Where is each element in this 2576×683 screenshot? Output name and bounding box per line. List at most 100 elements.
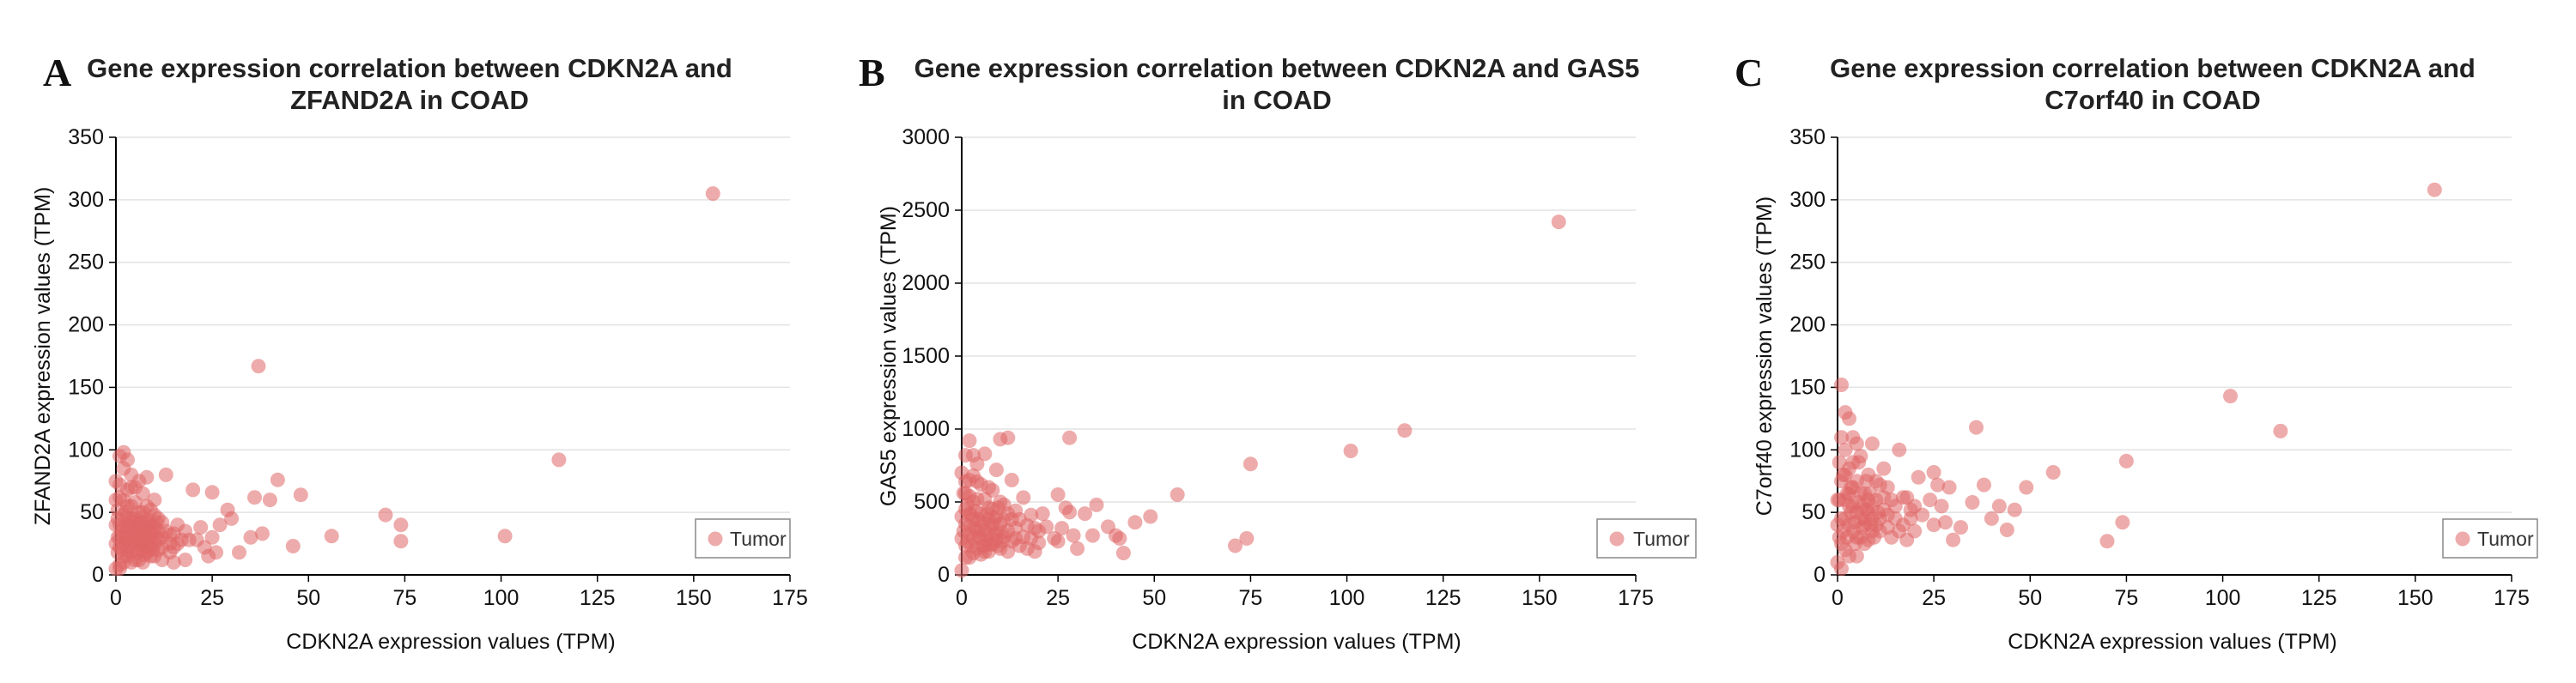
data-point <box>1050 487 1066 502</box>
data-point <box>251 359 266 374</box>
data-point <box>247 490 262 505</box>
x-tick-label: 75 <box>2115 586 2139 610</box>
data-point <box>193 520 209 535</box>
data-point <box>1923 493 1938 508</box>
data-point <box>988 462 1004 478</box>
data-point <box>551 452 567 468</box>
data-point <box>1834 536 1849 552</box>
data-point <box>1934 499 1949 514</box>
data-point <box>2273 423 2288 438</box>
data-point <box>977 492 993 507</box>
data-point <box>1895 490 1911 505</box>
x-tick-label: 75 <box>1239 586 1263 610</box>
y-tick-label: 500 <box>914 490 950 514</box>
data-point <box>393 517 409 533</box>
x-tick-label: 100 <box>1329 586 1365 610</box>
panel-letter: C <box>1735 51 1763 94</box>
y-tick-label: 250 <box>68 251 104 275</box>
data-point <box>149 529 164 545</box>
panel-letter: A <box>43 51 71 94</box>
data-point <box>2019 480 2034 495</box>
data-point <box>178 553 193 567</box>
data-point <box>1832 493 1847 508</box>
data-point <box>1078 506 1092 522</box>
data-point <box>1027 521 1042 536</box>
legend-marker <box>708 531 723 547</box>
data-point <box>127 480 143 495</box>
data-point <box>1876 461 1892 476</box>
y-tick-label: 1000 <box>902 417 950 441</box>
data-point <box>1024 507 1039 523</box>
data-point <box>1838 405 1853 420</box>
data-point <box>1004 473 1019 487</box>
legend: Tumor <box>1596 518 1697 559</box>
data-point <box>212 517 228 533</box>
x-axis-label: CDKN2A expression values (TPM) <box>2008 630 2336 654</box>
y-tick-label: 100 <box>1789 438 1826 462</box>
x-tick-label: 0 <box>1832 586 1844 610</box>
data-point <box>1953 520 1968 535</box>
data-point <box>1066 528 1081 543</box>
data-point <box>973 519 988 535</box>
y-tick-label: 350 <box>1789 125 1826 149</box>
data-point <box>966 448 981 463</box>
data-point <box>1085 528 1100 543</box>
data-point <box>1867 529 1882 545</box>
data-point <box>166 554 181 570</box>
data-point <box>1911 469 1926 485</box>
data-point <box>166 526 181 541</box>
data-point <box>1859 474 1874 489</box>
x-tick-label: 175 <box>2494 586 2530 610</box>
legend-label: Tumor <box>730 528 787 550</box>
data-point <box>181 532 197 547</box>
data-point <box>293 487 308 503</box>
plot-area: 0 50 100 150 200 250 300 350 0 25 50 75 100 125 150 175 <box>68 125 808 610</box>
y-tick-label: 0 <box>1814 563 1826 587</box>
x-tick-label: 50 <box>296 586 320 610</box>
data-point <box>145 542 161 558</box>
data-point <box>1551 215 1566 230</box>
data-point <box>1876 490 1892 505</box>
data-point <box>204 529 220 545</box>
legend-label: Tumor <box>1633 528 1690 550</box>
data-point <box>1397 423 1413 438</box>
data-point <box>1853 529 1868 545</box>
data-point <box>991 500 1006 516</box>
x-tick-label: 25 <box>200 586 224 610</box>
data-point <box>977 446 993 462</box>
panel-b: B Gene expression correlation between CD… <box>859 51 1697 654</box>
y-tick-label: 300 <box>68 188 104 212</box>
data-point <box>497 529 513 544</box>
y-tick-label: 100 <box>68 438 104 462</box>
data-point <box>2115 515 2130 530</box>
y-tick-label: 200 <box>68 313 104 337</box>
x-tick-label: 75 <box>393 586 417 610</box>
plot-area: 0 500 1000 1500 2000 2500 3000 0 25 50 75 100 125 150… <box>902 125 1653 610</box>
data-point <box>255 526 270 541</box>
data-point <box>1834 430 1849 445</box>
data-point <box>993 432 1008 447</box>
data-point <box>1845 455 1861 470</box>
y-tick-label: 0 <box>938 563 950 587</box>
data-point <box>1070 541 1085 556</box>
data-point <box>1242 456 1258 472</box>
data-point <box>1938 515 1953 530</box>
data-point <box>1343 444 1358 458</box>
data-point <box>1845 480 1861 495</box>
data-point <box>197 540 212 555</box>
y-tick-label: 350 <box>68 125 104 149</box>
data-point <box>1862 517 1878 533</box>
x-tick-label: 150 <box>676 586 712 610</box>
data-point <box>1899 532 1915 547</box>
chart-title-line-1: Gene expression correlation between CDKN… <box>914 53 1640 83</box>
data-point <box>954 563 969 578</box>
data-point <box>149 515 164 530</box>
chart-title-line-1: Gene expression correlation between CDKN… <box>87 53 732 83</box>
data-point <box>1832 455 1847 470</box>
x-tick-label: 125 <box>1425 586 1461 610</box>
y-axis-label: GAS5 expression values (TPM) <box>877 206 901 506</box>
data-point <box>1903 511 1918 526</box>
x-tick-label: 100 <box>2205 586 2241 610</box>
chart-title-line-2: C7orf40 in COAD <box>2044 85 2260 115</box>
